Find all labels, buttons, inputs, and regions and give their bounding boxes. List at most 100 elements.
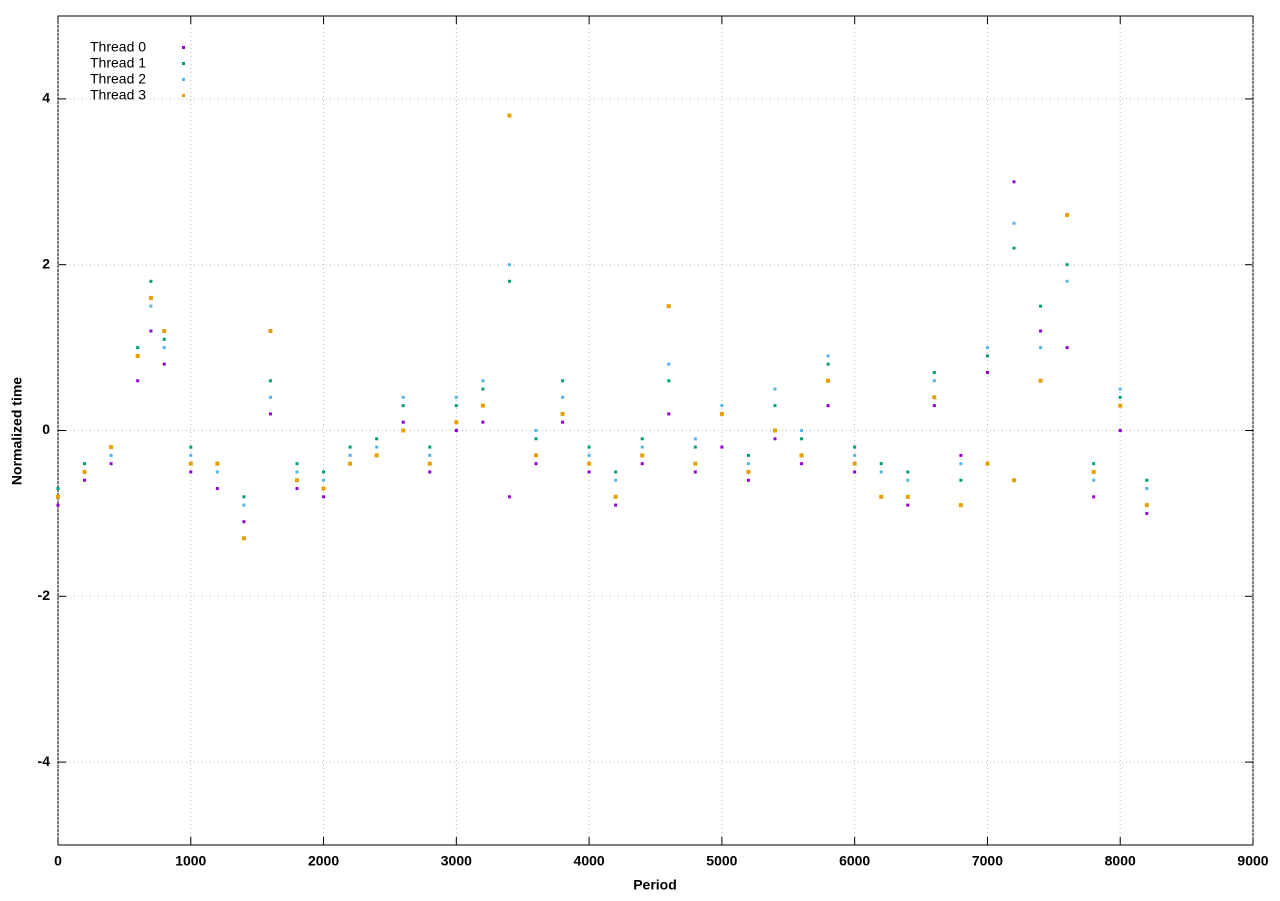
point	[693, 445, 697, 449]
point	[693, 470, 697, 474]
plot-frame	[57, 15, 1254, 846]
y-axis-label: Normalized time	[9, 377, 25, 485]
point	[746, 453, 750, 457]
x-tick-label: 6000	[839, 853, 870, 869]
x-tick-label: 7000	[972, 853, 1003, 869]
point	[136, 346, 140, 350]
point	[1012, 246, 1016, 250]
point	[1118, 403, 1123, 408]
point	[295, 478, 299, 483]
point	[587, 470, 591, 474]
legend-label: Thread 0	[90, 39, 146, 55]
point	[109, 453, 113, 457]
point	[1145, 487, 1149, 491]
point	[587, 461, 592, 466]
point	[428, 445, 432, 449]
point	[534, 429, 538, 432]
point	[826, 378, 831, 383]
point	[1091, 469, 1096, 474]
point	[149, 329, 153, 333]
point	[985, 346, 989, 350]
point	[348, 461, 353, 466]
point	[693, 437, 697, 441]
point	[879, 494, 884, 499]
point	[189, 445, 193, 449]
point	[1065, 263, 1069, 267]
point	[507, 263, 511, 267]
point	[853, 453, 857, 457]
point	[481, 387, 485, 391]
point	[720, 445, 724, 449]
point	[613, 494, 618, 499]
point	[958, 503, 963, 508]
point	[295, 487, 299, 491]
point	[149, 304, 153, 308]
x-tick-label: 9000	[1237, 853, 1268, 869]
point	[188, 461, 193, 466]
point	[640, 462, 644, 466]
point	[507, 113, 512, 118]
point	[507, 279, 511, 283]
point	[242, 503, 246, 507]
point	[800, 437, 804, 441]
legend-label: Thread 2	[90, 71, 146, 87]
point	[826, 354, 830, 358]
point	[799, 453, 804, 458]
point	[215, 461, 220, 466]
point	[401, 428, 406, 433]
point	[667, 379, 671, 383]
point	[879, 462, 883, 466]
point	[83, 478, 87, 482]
point	[375, 445, 379, 449]
point	[481, 379, 485, 383]
point	[959, 462, 963, 466]
point	[534, 462, 538, 466]
point	[561, 395, 565, 399]
point	[454, 420, 459, 425]
legend-swatch	[182, 46, 185, 49]
x-tick-label: 5000	[706, 853, 737, 869]
point	[640, 445, 644, 449]
point	[401, 404, 405, 408]
point	[348, 445, 352, 449]
point	[534, 453, 538, 458]
point	[1012, 478, 1016, 483]
x-tick-label: 2000	[308, 853, 339, 869]
point	[932, 379, 936, 383]
point	[375, 437, 379, 441]
point	[428, 453, 432, 457]
point	[773, 437, 777, 441]
point	[56, 487, 60, 491]
y-tick-label: 4	[42, 90, 50, 106]
point	[561, 420, 565, 424]
point	[148, 295, 153, 300]
point	[826, 404, 830, 408]
point	[374, 453, 379, 458]
point	[1012, 180, 1016, 184]
x-tick-label: 1000	[175, 853, 206, 869]
point	[322, 478, 326, 482]
point	[773, 428, 777, 433]
point	[162, 337, 166, 341]
point	[189, 470, 193, 474]
point	[401, 420, 405, 424]
point	[241, 536, 246, 541]
point	[268, 412, 272, 416]
point	[322, 495, 326, 499]
point	[1039, 304, 1043, 308]
point	[454, 429, 458, 432]
point	[666, 304, 671, 309]
point	[959, 478, 963, 482]
point	[295, 470, 299, 474]
point	[1012, 221, 1016, 225]
point	[560, 411, 565, 416]
point	[561, 379, 565, 383]
x-tick-label: 0	[54, 853, 62, 869]
point	[1144, 503, 1149, 508]
point	[1118, 387, 1122, 391]
point	[773, 387, 777, 391]
point	[454, 395, 458, 399]
point	[1118, 395, 1122, 399]
point	[82, 469, 87, 474]
